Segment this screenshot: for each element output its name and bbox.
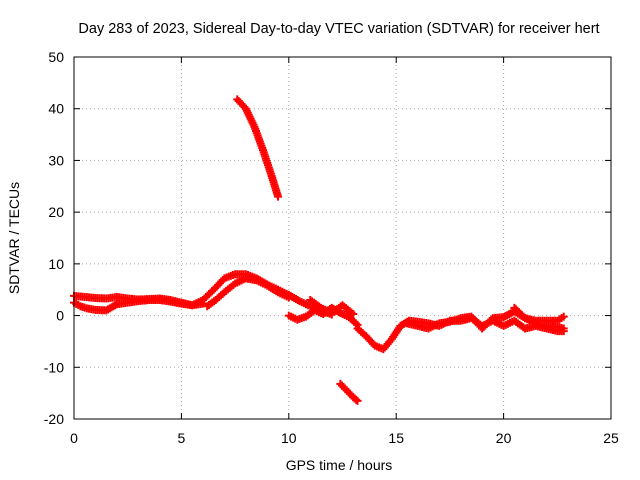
x-tick-label: 0: [70, 430, 78, 446]
chart-title: Day 283 of 2023, Sidereal Day-to-day VTE…: [78, 21, 599, 37]
plot-frame: [73, 56, 612, 420]
x-tick-label: 15: [388, 430, 404, 446]
x-axis-label: GPS time / hours: [286, 457, 393, 473]
data-point: [353, 396, 362, 405]
series-track-9: [233, 95, 283, 201]
data-point: [349, 310, 358, 319]
y-axis-label: SDTVAR / TECUs: [6, 182, 22, 294]
series-track-8: [510, 303, 568, 333]
series-track-5: [306, 296, 358, 319]
y-tick-label: 0: [56, 308, 64, 324]
data-point: [559, 312, 568, 321]
y-tick-label: 40: [48, 101, 64, 117]
y-tick-label: -20: [44, 411, 64, 427]
x-tick-label: 25: [603, 430, 619, 446]
series-track-2: [70, 296, 207, 315]
data-point: [559, 324, 568, 333]
y-tick-label: 10: [48, 256, 64, 272]
data-points: [70, 95, 568, 405]
series-track-10: [336, 379, 362, 405]
y-tick-label: 20: [48, 204, 64, 220]
y-tick-label: 50: [48, 49, 64, 65]
data-point: [274, 192, 283, 201]
series-track-3: [203, 274, 293, 311]
y-tick-label: 30: [48, 152, 64, 168]
grid: [74, 57, 611, 419]
ticks: 0 5 10 15 20 25 -20 -10 0 10 20 30 40 50: [44, 49, 619, 446]
x-tick-label: 5: [178, 430, 186, 446]
y-tick-label: -10: [44, 359, 64, 375]
x-tick-label: 10: [281, 430, 297, 446]
data-point: [352, 395, 361, 404]
data-point: [284, 293, 293, 302]
x-tick-label: 20: [496, 430, 512, 446]
data-point: [198, 299, 207, 308]
